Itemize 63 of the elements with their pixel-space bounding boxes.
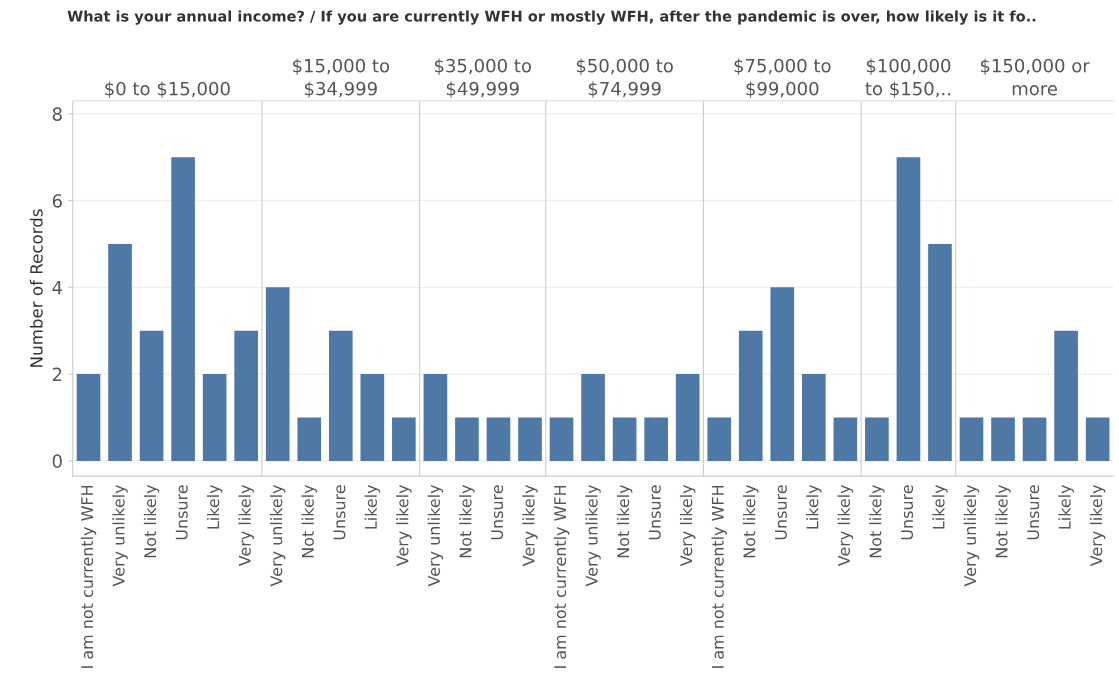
chart-title: $150,000 or more (980, 58, 1090, 96)
y-axis-title: Number of Records (29, 209, 43, 367)
bar (297, 417, 322, 461)
bar (234, 330, 259, 461)
chart-title: $15,000 to $34,999 (293, 58, 390, 98)
x-tick-label: Likely (806, 484, 822, 529)
bar (108, 243, 132, 461)
x-tick-label: Very likely (1089, 484, 1106, 567)
x-tick-label: Likely (932, 484, 948, 529)
x-tick-label: Unsure (901, 485, 914, 540)
x-tick-label: Not likely (301, 484, 317, 558)
chart-title: $75,000 to $99,000 (734, 58, 831, 98)
bar (139, 330, 164, 461)
x-tick-label: Unsure (648, 485, 661, 540)
x-tick-label: Very unlikely (427, 484, 444, 587)
x-tick-label: Very likely (522, 484, 538, 567)
x-tick-label: Not likely (995, 484, 1011, 558)
x-tick-label: Very unlikely (585, 484, 601, 587)
bar (265, 287, 290, 461)
x-tick-label: Very unlikely (269, 484, 286, 587)
bar (738, 330, 763, 461)
x-tick-label: Likely (364, 484, 381, 529)
x-tick-label: Not likely (743, 484, 759, 558)
y-tick-label: 6 (52, 194, 62, 208)
bar (801, 374, 826, 461)
x-tick-label: Unsure (333, 485, 346, 540)
y-tick-label: 0 (52, 454, 62, 469)
x-tick-label: Very unlikely (963, 484, 980, 587)
x-tick-label: Very likely (679, 484, 696, 567)
bar (171, 157, 195, 461)
x-tick-label: I am not currently WFH (553, 485, 570, 668)
x-tick-label: Very likely (396, 484, 412, 567)
x-tick-label: Not likely (869, 484, 885, 558)
x-tick-label: Very unlikely (112, 484, 128, 587)
x-tick-label: Not likely (616, 484, 633, 558)
bar (833, 417, 858, 461)
x-tick-label: Unsure (175, 485, 188, 540)
bar (770, 287, 795, 461)
x-tick-label: Very likely (837, 484, 854, 567)
y-tick-label: 2 (52, 367, 62, 381)
y-tick-label: 8 (52, 107, 62, 121)
x-tick-label: Very likely (238, 484, 254, 567)
x-tick-label: Unsure (491, 485, 504, 540)
bar (360, 374, 385, 461)
text: What is your annual income? / If you are currently WFH or mostly WFH, after the pandemic is over, how likely is it fo.. (67, 10, 1036, 25)
chart-title: $0 to $15,000 (105, 81, 230, 98)
x-tick-label: I am not currently WFH (80, 485, 97, 668)
x-tick-label: Likely (206, 484, 223, 529)
bar (707, 417, 732, 461)
x-tick-label: Not likely (143, 484, 160, 558)
x-tick-label: Likely (1058, 484, 1074, 529)
bar (392, 417, 416, 461)
y-tick-label: 4 (52, 281, 62, 295)
x-tick-label: Not likely (459, 484, 475, 558)
x-tick-label: Unsure (1027, 485, 1040, 540)
chart-title: $100,000 to $150,.. (865, 58, 951, 98)
x-tick-label: I am not currently WFH (711, 485, 727, 668)
chart-title: $50,000 to $74,999 (576, 58, 673, 98)
bar (202, 374, 227, 461)
bar (328, 330, 353, 461)
chart-title: $35,000 to $49,999 (434, 58, 531, 98)
bar (76, 374, 101, 461)
x-tick-label: Unsure (775, 485, 787, 540)
